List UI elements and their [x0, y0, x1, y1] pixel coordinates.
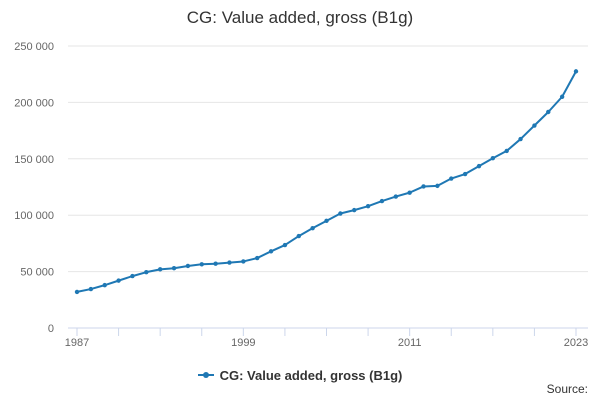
data-point [504, 148, 509, 154]
y-tick-label: 0 [48, 323, 54, 335]
data-point [102, 282, 107, 288]
data-point [157, 267, 163, 272]
y-tick-label: 200 000 [14, 97, 54, 109]
data-point [88, 286, 94, 292]
y-axis: 0 50 000 100 000 150 000 200 000 250 000 [14, 41, 54, 335]
x-tick-label: 2023 [564, 337, 588, 349]
chart-title: CG: Value added, gross (B1g) [186, 8, 414, 27]
data-point [365, 203, 371, 209]
data-point [532, 123, 537, 128]
data-point [213, 261, 218, 266]
data-point [546, 109, 551, 115]
data-point [352, 207, 357, 213]
y-tick-label: 250 000 [14, 41, 54, 53]
y-tick-label: 50 000 [20, 267, 54, 279]
data-point [282, 242, 288, 248]
data-point [435, 183, 440, 189]
y-tick-label: 100 000 [14, 210, 54, 222]
grid-lines [68, 45, 588, 273]
data-point [74, 289, 80, 295]
legend-swatch-icon [197, 372, 214, 378]
x-tick-label: 2011 [398, 337, 422, 349]
series-line [76, 70, 577, 293]
legend: CG: Value added, gross (B1g) [0, 364, 600, 383]
data-point [227, 260, 232, 265]
data-point [171, 266, 177, 271]
data-point [310, 225, 315, 231]
data-point [407, 190, 412, 195]
data-point [130, 273, 135, 279]
legend-item[interactable]: CG: Value added, gross (B1g) [197, 367, 403, 383]
data-point [116, 278, 121, 283]
data-point [490, 156, 496, 161]
data-point [199, 262, 204, 267]
data-point [185, 263, 191, 269]
data-point [421, 184, 426, 189]
x-axis [68, 327, 588, 336]
data-point [476, 163, 482, 169]
series-group [74, 69, 579, 295]
legend-label: CG: Value added, gross (B1g) [219, 367, 403, 383]
source-label: Source: [546, 382, 588, 396]
data-point [573, 69, 579, 74]
data-point [324, 218, 329, 224]
data-point [379, 198, 385, 204]
data-point [144, 269, 149, 275]
x-tick-label: 1987 [65, 337, 89, 349]
data-point [241, 259, 246, 264]
x-axis-labels: 1987 1999 2011 2023 [65, 337, 588, 349]
data-point [393, 194, 399, 199]
data-point [254, 255, 260, 261]
data-point [268, 249, 274, 254]
data-point [518, 136, 523, 142]
data-point [462, 171, 468, 177]
data-point [449, 176, 454, 181]
data-point [559, 94, 565, 99]
data-point [338, 211, 343, 216]
y-tick-label: 150 000 [14, 154, 54, 166]
x-tick-label: 1999 [231, 337, 255, 349]
data-point [296, 233, 301, 239]
